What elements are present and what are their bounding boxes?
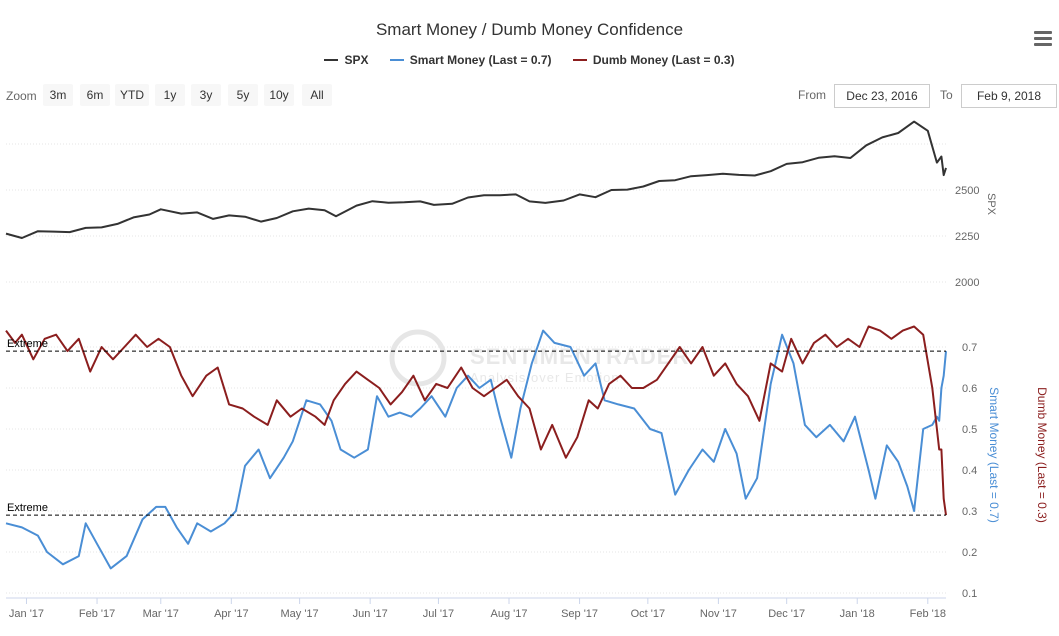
legend-item-spx[interactable]: SPX [324, 53, 368, 67]
x-axis-tick-label: May '17 [281, 608, 319, 620]
x-axis-tick-label: Jun '17 [353, 608, 388, 620]
chart-title: Smart Money / Dumb Money Confidence [375, 20, 684, 39]
zoom-3m-button[interactable]: 3m [43, 84, 73, 106]
x-axis-tick-label: Jan '18 [840, 608, 875, 620]
zoom-3y-button[interactable]: 3y [191, 84, 221, 106]
zoom-5y-button[interactable]: 5y [228, 84, 258, 106]
zoom-6m-button[interactable]: 6m [80, 84, 110, 106]
confidence-tick-label: 0.5 [962, 424, 977, 436]
x-axis-tick-label: Sep '17 [561, 608, 598, 620]
watermark: SENTIMENTRADER Analysis over Emotion [389, 329, 688, 387]
confidence-tick-label: 0.3 [962, 506, 977, 518]
axes: 2000 2250 2500 SPX 0.1 0.2 0.3 0.4 0.5 0.6 0.7 Smar… [6, 185, 1049, 620]
zoom-1y-button[interactable]: 1y [155, 84, 185, 106]
legend-swatch-smart-money [389, 59, 404, 61]
x-axis-tick-label: Aug '17 [491, 608, 528, 620]
confidence-tick-label: 0.7 [962, 342, 977, 354]
x-axis-tick-label: Mar '17 [143, 608, 179, 620]
legend-swatch-dumb-money [572, 59, 587, 61]
spx-tick-label: 2250 [955, 231, 979, 243]
range-from-input[interactable]: Dec 23, 2016 [834, 84, 930, 108]
watermark-logo-icon [389, 329, 447, 387]
smart-money-line [5, 329, 947, 570]
legend-item-smart-money[interactable]: Smart Money (Last = 0.7) [389, 53, 552, 67]
legend-item-dumb-money[interactable]: Dumb Money (Last = 0.3) [572, 53, 735, 67]
legend-label-dumb-money: Dumb Money (Last = 0.3) [592, 53, 735, 67]
x-axis-tick-label: Nov '17 [700, 608, 737, 620]
range-from-label: From [798, 88, 826, 102]
extreme-lines: Extreme Extreme [6, 338, 946, 516]
x-axis-tick-label: Jul '17 [423, 608, 454, 620]
x-axis-tick-label: Dec '17 [768, 608, 805, 620]
confidence-tick-label: 0.6 [962, 383, 977, 395]
legend-swatch-spx [324, 59, 339, 61]
extreme-label: Extreme [7, 338, 48, 350]
confidence-tick-label: 0.2 [962, 547, 977, 559]
x-axis-tick-label: Apr '17 [214, 608, 249, 620]
confidence-tick-label: 0.1 [962, 588, 977, 600]
spx-line [5, 120, 947, 239]
series-lines [5, 120, 947, 570]
spx-tick-label: 2500 [955, 185, 979, 197]
zoom-all-button[interactable]: All [302, 84, 332, 106]
zoom-ytd-button[interactable]: YTD [115, 84, 149, 106]
x-axis-tick-label: Jan '17 [9, 608, 44, 620]
x-axis-tick-label: Feb '17 [79, 608, 115, 620]
dumb-money-axis-title: Dumb Money (Last = 0.3) [1035, 387, 1049, 523]
legend-label-smart-money: Smart Money (Last = 0.7) [409, 53, 552, 67]
range-to-input[interactable]: Feb 9, 2018 [961, 84, 1057, 108]
x-axis-tick-label: Oct '17 [631, 608, 666, 620]
confidence-tick-label: 0.4 [962, 465, 977, 477]
legend-label-spx: SPX [344, 53, 369, 67]
zoom-label: Zoom [6, 89, 37, 103]
smart-money-axis-title: Smart Money (Last = 0.7) [987, 387, 1001, 523]
x-axis-tick-label: Feb '18 [910, 608, 946, 620]
extreme-label: Extreme [7, 502, 48, 514]
spx-axis-title: SPX [985, 193, 997, 216]
hamburger-menu-icon[interactable] [1034, 28, 1052, 46]
range-to-label: To [940, 88, 953, 102]
legend: SPX Smart Money (Last = 0.7) Dumb Money … [0, 50, 1059, 67]
dumb-money-line [5, 325, 947, 516]
zoom-10y-button[interactable]: 10y [264, 84, 294, 106]
spx-tick-label: 2000 [955, 277, 979, 289]
